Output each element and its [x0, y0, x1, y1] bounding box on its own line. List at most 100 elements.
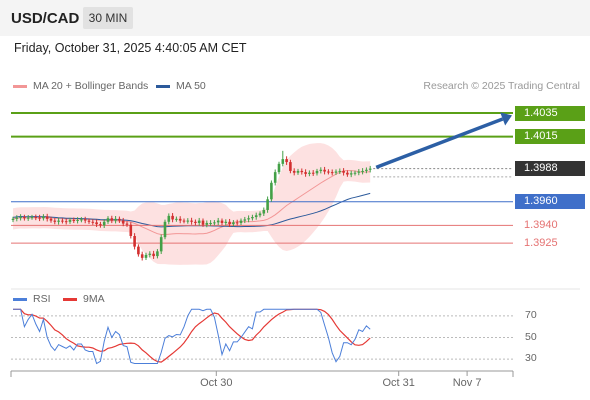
candle-body	[224, 221, 228, 223]
x-tick-label-2: Nov 7	[452, 377, 482, 389]
candle-body	[80, 219, 83, 221]
legend-swatch-rsi	[13, 297, 27, 301]
legend-ma50: MA 50	[156, 80, 206, 92]
candle-body	[26, 217, 30, 219]
candle-body	[361, 170, 364, 172]
x-tick-label-1: Oct 31	[382, 377, 415, 389]
source-credit: Research © 2025 Trading Central	[423, 80, 580, 92]
candle-body	[365, 169, 368, 171]
timeframe-button[interactable]: 30 MIN	[83, 7, 133, 29]
candle-body	[368, 168, 372, 170]
candle-body	[159, 237, 163, 252]
candle-body	[95, 222, 98, 225]
timestamp: Friday, October 31, 2025 4:40:05 AM CET	[14, 41, 247, 55]
candle-body	[239, 220, 243, 223]
candle-body	[178, 218, 182, 221]
candle-body	[38, 217, 41, 219]
candle-body	[34, 217, 38, 219]
candle-body	[76, 220, 79, 222]
candle-body	[11, 218, 15, 221]
forecast-arrow-head	[500, 112, 512, 126]
candle-body	[72, 220, 76, 222]
candle-body	[19, 217, 22, 219]
candle-body	[308, 172, 311, 174]
candle-body	[251, 217, 254, 219]
candle-body	[300, 170, 304, 173]
candle-body	[273, 172, 277, 183]
candle-body	[357, 171, 361, 173]
level-label-4: 1.3940	[524, 218, 558, 231]
candle-body	[296, 170, 300, 173]
candle-body	[262, 209, 266, 214]
candle-body	[342, 170, 345, 173]
ma20-line	[12, 169, 371, 235]
candle-body	[68, 220, 72, 222]
candle-body	[171, 215, 174, 220]
level-label-2: 1.3988	[515, 161, 585, 177]
candle-body	[53, 220, 57, 222]
candle-body	[87, 220, 91, 222]
candle-body	[125, 223, 129, 225]
candle-body	[209, 222, 212, 224]
candle-body	[121, 220, 125, 224]
candle-body	[285, 159, 288, 163]
candle-body	[254, 215, 258, 218]
candle-body	[186, 220, 190, 222]
level-label-1: 1.4015	[515, 129, 585, 145]
legend-rsi-ma-label: 9MA	[83, 293, 105, 305]
candle-body	[110, 218, 114, 221]
candle-body	[182, 220, 186, 222]
symbol-title: USD/CAD	[11, 10, 80, 27]
candle-body	[266, 199, 269, 210]
x-tick-label-0: Oct 30	[200, 377, 233, 389]
rsi-tick-0: 70	[525, 308, 537, 321]
candle-body	[281, 159, 285, 164]
candle-body	[23, 217, 26, 219]
candle-body	[114, 218, 117, 221]
candle-body	[42, 216, 45, 219]
candle-body	[118, 218, 121, 221]
candle-body	[106, 218, 110, 222]
candle-body	[61, 220, 64, 222]
candle-body	[30, 217, 34, 219]
candle-body	[258, 213, 262, 216]
candle-body	[311, 172, 315, 174]
candle-body	[152, 253, 155, 257]
level-label-0: 1.4035	[515, 105, 585, 121]
candle-body	[327, 171, 330, 173]
legend-swatch-ma50	[156, 84, 170, 88]
candle-body	[216, 220, 220, 223]
candle-body	[353, 172, 357, 174]
level-label-5: 1.3925	[524, 236, 558, 249]
candle-body	[319, 169, 323, 171]
candle-body	[156, 251, 159, 257]
legend-swatch-rsi-ma	[63, 297, 77, 301]
rsi-line	[13, 308, 371, 365]
candle-body	[194, 221, 197, 223]
candle-body	[338, 170, 342, 172]
candle-body	[270, 182, 273, 200]
candle-body	[304, 172, 307, 174]
chart-header: USD/CAD 30 MIN	[0, 0, 590, 36]
level-label-3: 1.3960	[515, 194, 585, 210]
candle-body	[292, 170, 296, 173]
legend-rsi-ma: 9MA	[63, 293, 105, 305]
candle-body	[323, 169, 326, 172]
legend-rsi: RSI	[13, 293, 51, 305]
candle-body	[49, 218, 53, 221]
candle-body	[148, 253, 152, 255]
candle-body	[129, 224, 133, 236]
candle-body	[190, 220, 193, 222]
candle-body	[133, 235, 136, 247]
candle-body	[201, 220, 205, 225]
bollinger-band	[13, 143, 371, 265]
candle-body	[243, 219, 247, 221]
candle-body	[83, 219, 87, 221]
candle-body	[289, 162, 292, 171]
legend-ma20-label: MA 20 + Bollinger Bands	[33, 80, 149, 92]
candle-body	[91, 221, 95, 223]
candle-body	[15, 217, 19, 219]
candle-body	[140, 254, 144, 258]
candle-body	[45, 216, 49, 219]
